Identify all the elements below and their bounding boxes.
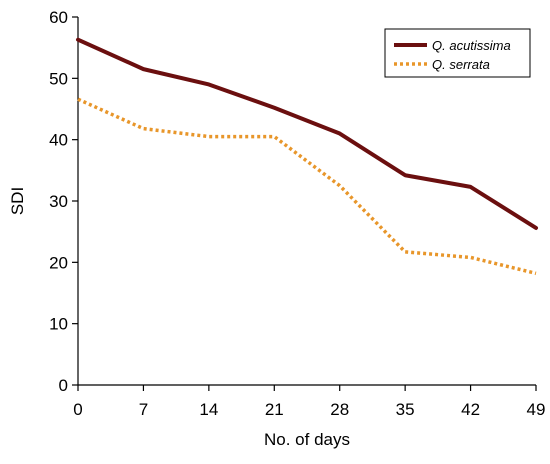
y-tick-label: 10 [49,315,68,334]
series-line-q-acutissima [76,37,538,230]
x-axis-label: No. of days [264,430,350,449]
y-tick-label: 0 [59,376,68,395]
x-tick-label: 35 [396,400,415,419]
y-tick-label: 20 [49,253,68,272]
x-axis-ticks: 0 7 14 21 28 35 42 49 [73,385,545,419]
x-tick-label: 49 [527,400,546,419]
y-tick-label: 50 [49,69,68,88]
legend-box [384,28,531,78]
legend: Q. acutissima Q. serrata [384,28,531,78]
series-layer [76,37,538,276]
x-tick-label: 21 [265,400,284,419]
y-axis-ticks: 0 10 20 30 40 50 60 [49,8,78,395]
x-tick-label: 0 [73,400,82,419]
x-tick-label: 7 [139,400,148,419]
y-tick-label: 60 [49,8,68,27]
x-tick-label: 14 [199,400,218,419]
x-tick-label: 28 [330,400,349,419]
legend-label-q-acutissima: Q. acutissima [432,38,511,53]
y-tick-label: 30 [49,192,68,211]
legend-label-q-serrata: Q. serrata [432,57,490,72]
y-axis-label: SDI [8,187,27,215]
y-tick-label: 40 [49,131,68,150]
series-line-q-serrata [77,97,537,276]
x-tick-label: 42 [461,400,480,419]
